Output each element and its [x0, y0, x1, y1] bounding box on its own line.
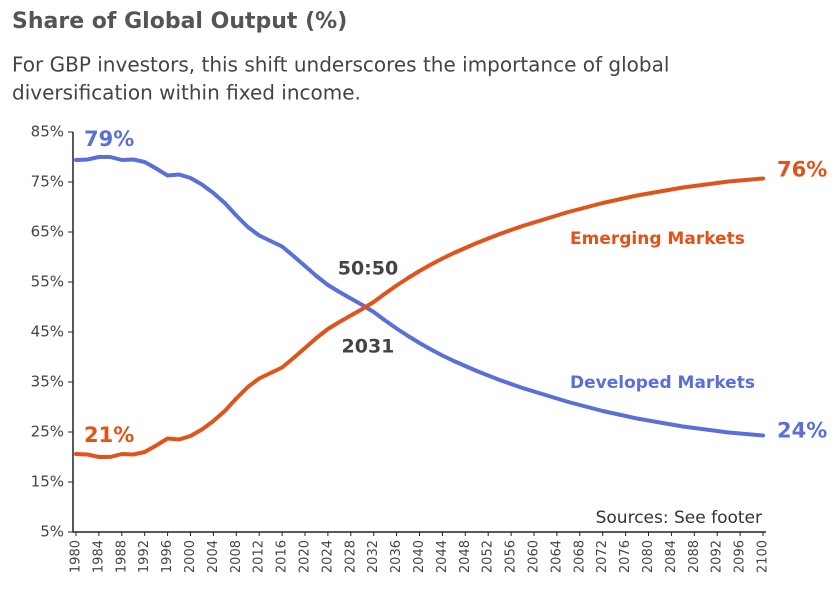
y-tick-label: 15% — [31, 473, 64, 491]
x-tick-label: 2024 — [320, 540, 335, 573]
x-tick-label: 2016 — [275, 540, 290, 573]
y-tick-label: 55% — [31, 273, 64, 291]
x-tick-label: 1980 — [69, 540, 84, 573]
x-tick-label: 2088 — [687, 540, 702, 573]
y-tick-label: 45% — [31, 323, 64, 341]
x-tick-label: 2040 — [412, 540, 427, 573]
x-tick-label: 2052 — [481, 540, 496, 573]
y-tick-label: 5% — [40, 523, 64, 541]
x-tick-label: 1984 — [91, 540, 106, 573]
x-tick-label: 2028 — [343, 540, 358, 573]
x-tick-label: 2036 — [389, 540, 404, 573]
x-tick-label: 2100 — [756, 540, 771, 573]
chart-subtitle: diversification within fixed income. — [12, 81, 361, 105]
chart-title: Share of Global Output (%) — [12, 9, 347, 34]
x-tick-label: 2072 — [595, 540, 610, 573]
start-label: 21% — [84, 423, 134, 447]
series-line — [74, 176, 765, 459]
x-tick-label: 2080 — [641, 540, 656, 573]
x-tick-label: 2060 — [527, 540, 542, 573]
start-label: 79% — [84, 127, 134, 151]
x-tick-label: 2020 — [298, 540, 313, 573]
crossover-year: 2031 — [342, 336, 395, 358]
y-tick-label: 85% — [31, 123, 64, 141]
x-tick-label: 2064 — [549, 540, 564, 573]
x-tick-label: 2076 — [618, 540, 633, 573]
x-tick-label: 2000 — [183, 540, 198, 573]
x-tick-label: 2048 — [458, 540, 473, 573]
y-tick-label: 25% — [31, 423, 64, 441]
crossover-label: 50:50 — [338, 258, 398, 280]
x-tick-label: 2056 — [504, 540, 519, 573]
series-line — [74, 155, 765, 438]
end-label: 76% — [777, 158, 827, 182]
x-tick-label: 2068 — [572, 540, 587, 573]
x-tick-label: 2092 — [710, 540, 725, 573]
x-tick-label: 2084 — [664, 540, 679, 573]
y-tick-label: 35% — [31, 373, 64, 391]
x-tick-label: 2004 — [206, 540, 221, 573]
series-label: Developed Markets — [570, 373, 755, 393]
y-tick-label: 65% — [31, 223, 64, 241]
y-tick-label: 75% — [31, 173, 64, 191]
x-tick-label: 2008 — [229, 540, 244, 573]
x-tick-label: 2096 — [733, 540, 748, 573]
chart-subtitle: For GBP investors, this shift underscore… — [12, 53, 669, 77]
x-tick-label: 2032 — [366, 540, 381, 573]
series-label: Emerging Markets — [570, 229, 745, 249]
end-label: 24% — [777, 419, 827, 443]
x-tick-label: 1992 — [137, 540, 152, 573]
x-tick-label: 2012 — [252, 540, 267, 573]
x-tick-label: 2044 — [435, 540, 450, 573]
x-tick-label: 1996 — [160, 540, 175, 573]
x-tick-label: 1988 — [114, 540, 129, 573]
source-note: Sources: See footer — [596, 508, 762, 528]
